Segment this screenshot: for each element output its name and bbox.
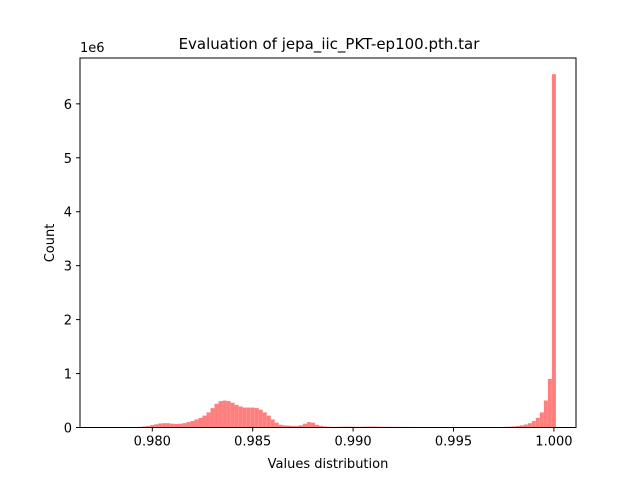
- histogram-bar: [515, 425, 520, 428]
- histogram-bar: [298, 425, 303, 428]
- histogram-bar: [266, 415, 271, 428]
- histogram-bar: [519, 425, 524, 428]
- histogram-bar: [182, 423, 187, 428]
- histogram-bar: [222, 400, 227, 428]
- histogram-bar: [290, 425, 295, 428]
- histogram-bar: [543, 400, 548, 428]
- histogram-bar: [314, 424, 319, 428]
- plot-frame: [79, 57, 577, 428]
- histogram-bar: [246, 407, 251, 428]
- histogram-bar: [242, 407, 247, 428]
- histogram-bar: [178, 423, 183, 428]
- histogram-bar: [302, 423, 307, 428]
- x-axis-label: Values distribution: [268, 457, 389, 472]
- histogram-bar: [310, 422, 315, 428]
- histogram-bar: [258, 409, 263, 428]
- histogram-bar: [282, 425, 287, 428]
- histogram-bar: [306, 422, 311, 428]
- histogram-bar: [158, 423, 163, 428]
- y-axis-label: Count: [43, 224, 58, 263]
- histogram-bar: [270, 419, 275, 428]
- histogram-bar: [206, 412, 211, 428]
- y-tick-label: 0: [64, 422, 72, 437]
- histogram-bar: [198, 417, 203, 428]
- histogram-bar: [146, 425, 151, 428]
- histogram-bar: [286, 425, 291, 428]
- histogram-bar: [535, 417, 540, 428]
- histogram-bar: [511, 426, 516, 428]
- bars-group: [130, 74, 556, 428]
- histogram-bar: [539, 412, 544, 428]
- y-tick-label: 4: [64, 206, 72, 221]
- y-tick-label: 2: [64, 314, 72, 329]
- y-tick-label: 1: [64, 368, 72, 383]
- x-tick-label: 0.980: [134, 435, 171, 450]
- histogram-bar: [262, 412, 267, 428]
- histogram-bar: [210, 408, 215, 428]
- chart-title: Evaluation of jepa_iic_PKT-ep100.pth.tar: [179, 35, 481, 54]
- histogram-bar: [531, 421, 536, 428]
- histogram-bar: [186, 422, 191, 428]
- x-tick-label: 0.995: [435, 435, 472, 450]
- x-tick-label: 0.990: [334, 435, 371, 450]
- histogram-bar: [218, 401, 223, 428]
- x-tick-label: 1.000: [535, 435, 572, 450]
- histogram-bar: [322, 426, 327, 428]
- histogram-bar: [202, 415, 207, 428]
- histogram-bar: [523, 424, 528, 428]
- histogram-bar: [238, 406, 243, 428]
- histogram-bar: [551, 74, 556, 428]
- histogram-bar: [214, 403, 219, 428]
- histogram-bar: [294, 425, 299, 428]
- histogram-bar: [150, 425, 155, 428]
- histogram-bar: [278, 424, 283, 428]
- histogram-bar: [230, 402, 235, 428]
- y-tick-label: 6: [64, 98, 72, 113]
- histogram-bar: [527, 423, 532, 428]
- histogram-bar: [254, 408, 259, 428]
- y-tick-label: 5: [64, 152, 72, 167]
- x-tick-label: 0.985: [234, 435, 271, 450]
- histogram-bar: [154, 424, 159, 428]
- histogram-bar: [142, 426, 147, 428]
- y-scale-label: 1e6: [80, 41, 105, 56]
- histogram-bar: [166, 423, 171, 428]
- y-tick-label: 3: [64, 260, 72, 275]
- histogram-bar: [250, 407, 255, 428]
- histogram-bar: [190, 421, 195, 428]
- histogram-bar: [194, 419, 199, 428]
- histogram-bar: [170, 423, 175, 428]
- histogram-bar: [226, 401, 231, 428]
- histogram-bar: [174, 423, 179, 428]
- histogram-bar: [162, 423, 167, 428]
- histogram-bar: [547, 378, 552, 428]
- x-axis-ticks: 0.980 0.985 0.990 0.995 1.000: [134, 427, 573, 450]
- histogram-bar: [318, 425, 323, 428]
- histogram-bar: [234, 404, 239, 428]
- y-axis-ticks: 0 1 2 3 4 5 6: [64, 98, 80, 437]
- histogram-bar: [274, 422, 279, 428]
